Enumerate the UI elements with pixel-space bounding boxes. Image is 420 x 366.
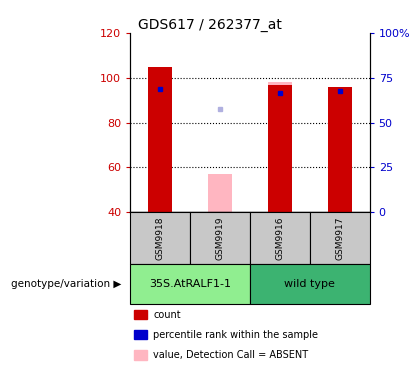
- Bar: [310, 212, 370, 264]
- Text: wild type: wild type: [284, 279, 335, 289]
- Bar: [328, 87, 352, 212]
- Bar: [130, 212, 190, 264]
- Text: percentile rank within the sample: percentile rank within the sample: [153, 330, 318, 340]
- Bar: [190, 212, 250, 264]
- Text: GSM9917: GSM9917: [335, 216, 344, 259]
- Text: GSM9918: GSM9918: [156, 216, 165, 259]
- Text: GSM9916: GSM9916: [276, 216, 284, 259]
- Text: 35S.AtRALF1-1: 35S.AtRALF1-1: [149, 279, 231, 289]
- Text: GSM9919: GSM9919: [215, 216, 224, 259]
- Bar: [250, 264, 370, 304]
- Text: value, Detection Call = ABSENT: value, Detection Call = ABSENT: [153, 350, 308, 360]
- Text: GDS617 / 262377_at: GDS617 / 262377_at: [138, 18, 282, 32]
- Bar: [148, 67, 172, 212]
- Bar: [268, 82, 292, 212]
- Text: count: count: [153, 310, 181, 320]
- Bar: [130, 264, 250, 304]
- Bar: [250, 212, 310, 264]
- Bar: [268, 85, 292, 212]
- Text: genotype/variation ▶: genotype/variation ▶: [11, 279, 122, 289]
- Bar: [208, 174, 232, 212]
